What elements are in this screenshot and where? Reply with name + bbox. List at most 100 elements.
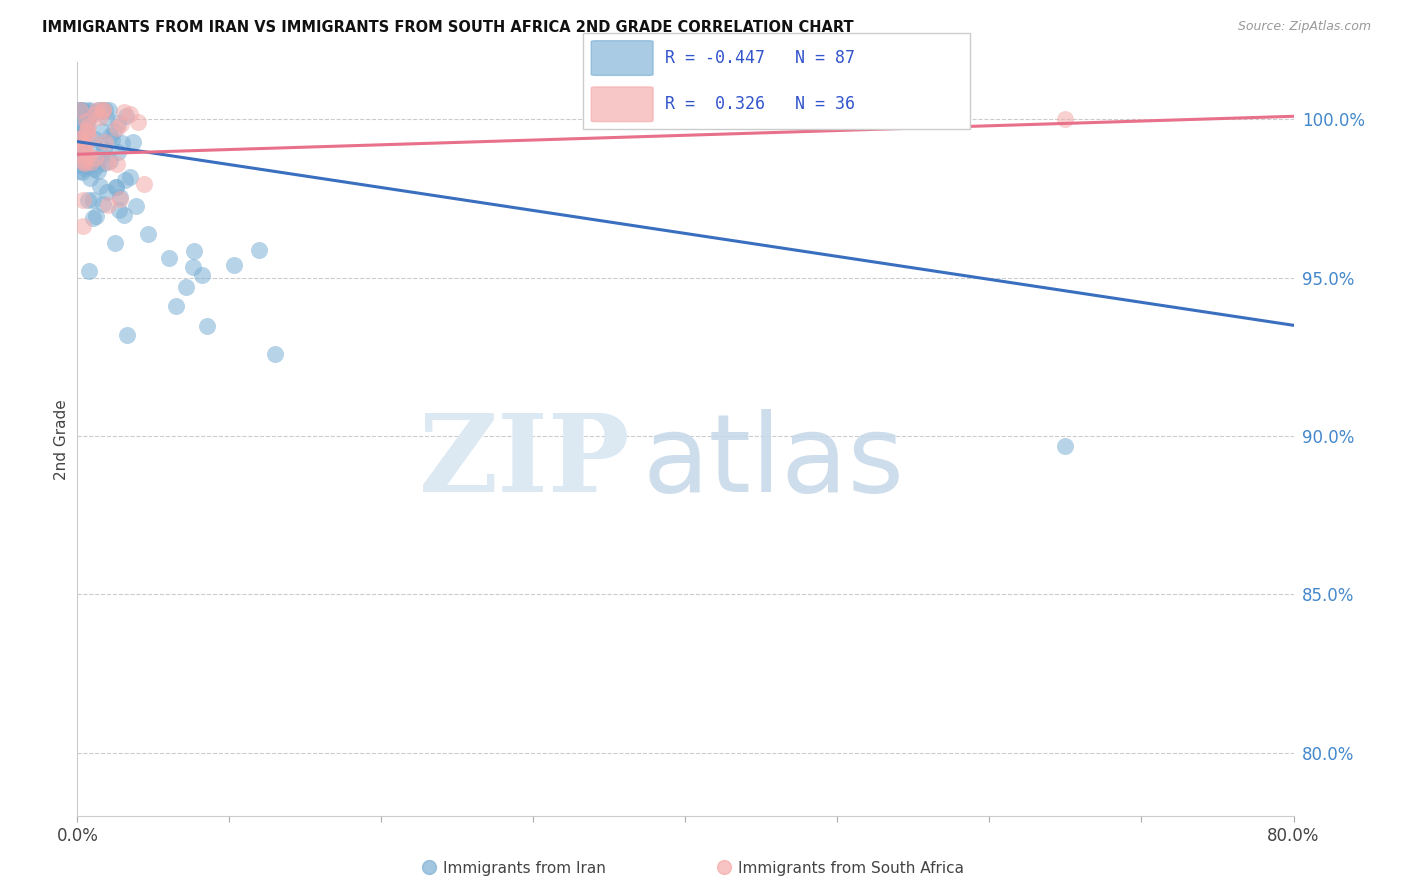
Point [86, 158, 108, 172]
Point [165, 299, 187, 313]
Point [72, 193, 94, 207]
Point [105, 180, 128, 194]
Point [108, 202, 131, 217]
Point [70, 165, 93, 179]
Point [713, 860, 735, 874]
Point [67, 136, 90, 150]
Point [76, 126, 98, 140]
Point [83, 132, 105, 146]
Point [67, 138, 90, 153]
Text: Immigrants from South Africa: Immigrants from South Africa [738, 861, 965, 876]
Point [67, 139, 90, 153]
Point [69, 132, 91, 146]
FancyBboxPatch shape [591, 41, 652, 76]
Point [72, 137, 94, 152]
Point [87, 164, 110, 178]
Point [183, 244, 205, 258]
Point [76, 123, 98, 137]
Point [111, 136, 134, 150]
Point [224, 258, 246, 272]
Point [87, 103, 110, 117]
Point [118, 169, 141, 184]
Point [112, 208, 135, 222]
FancyBboxPatch shape [591, 87, 652, 121]
Point [69, 103, 91, 117]
Point [73, 121, 96, 136]
Point [76, 193, 98, 207]
Point [93, 103, 115, 117]
Point [76, 117, 98, 131]
Point [418, 860, 440, 874]
Point [76, 113, 98, 128]
Point [83, 137, 105, 152]
Point [77, 103, 100, 117]
Point [79, 132, 101, 146]
Point [73, 161, 96, 175]
Point [67, 131, 90, 145]
Point [70, 145, 93, 160]
Point [83, 107, 105, 121]
Point [96, 111, 118, 125]
Point [91, 103, 114, 117]
Point [86, 103, 108, 117]
Point [77, 104, 100, 119]
Point [70, 120, 93, 134]
Point [197, 319, 219, 334]
Text: IMMIGRANTS FROM IRAN VS IMMIGRANTS FROM SOUTH AFRICA 2ND GRADE CORRELATION CHART: IMMIGRANTS FROM IRAN VS IMMIGRANTS FROM … [42, 20, 853, 35]
Text: atlas: atlas [643, 409, 905, 515]
Point [93, 155, 115, 169]
Point [97, 198, 120, 212]
Point [67, 164, 90, 178]
Point [264, 347, 287, 361]
Point [121, 135, 143, 149]
Point [183, 260, 205, 274]
Point [72, 219, 94, 234]
Point [247, 243, 270, 257]
Point [70, 103, 93, 117]
Point [76, 149, 98, 163]
Point [103, 124, 125, 138]
Point [70, 114, 93, 128]
Point [67, 120, 90, 134]
Point [73, 143, 96, 157]
Point [89, 110, 111, 124]
Text: ZIP: ZIP [419, 409, 631, 515]
Point [83, 151, 105, 165]
Point [82, 193, 104, 207]
FancyBboxPatch shape [583, 33, 970, 129]
Point [69, 103, 91, 117]
Point [83, 161, 105, 176]
Point [1054, 439, 1077, 453]
Point [114, 173, 136, 187]
Point [77, 110, 100, 124]
Point [79, 157, 101, 171]
Point [91, 103, 114, 117]
Point [91, 103, 114, 117]
Text: Immigrants from Iran: Immigrants from Iran [443, 861, 606, 876]
Point [72, 154, 94, 169]
Point [79, 170, 101, 185]
Point [72, 103, 94, 117]
Point [70, 135, 93, 149]
Point [91, 146, 114, 161]
Point [107, 120, 129, 135]
Point [89, 178, 111, 193]
Point [101, 132, 124, 146]
Point [124, 198, 146, 212]
Point [117, 327, 139, 342]
Point [1054, 112, 1077, 127]
Point [79, 264, 101, 278]
Point [79, 154, 101, 169]
Point [104, 180, 127, 194]
Point [84, 209, 107, 223]
Point [107, 145, 129, 159]
Point [75, 124, 97, 138]
Point [132, 178, 155, 192]
Point [72, 128, 94, 142]
Point [73, 152, 96, 166]
Point [112, 105, 135, 120]
Point [76, 159, 98, 173]
Point [107, 116, 129, 130]
Point [114, 109, 136, 123]
Point [94, 135, 117, 149]
